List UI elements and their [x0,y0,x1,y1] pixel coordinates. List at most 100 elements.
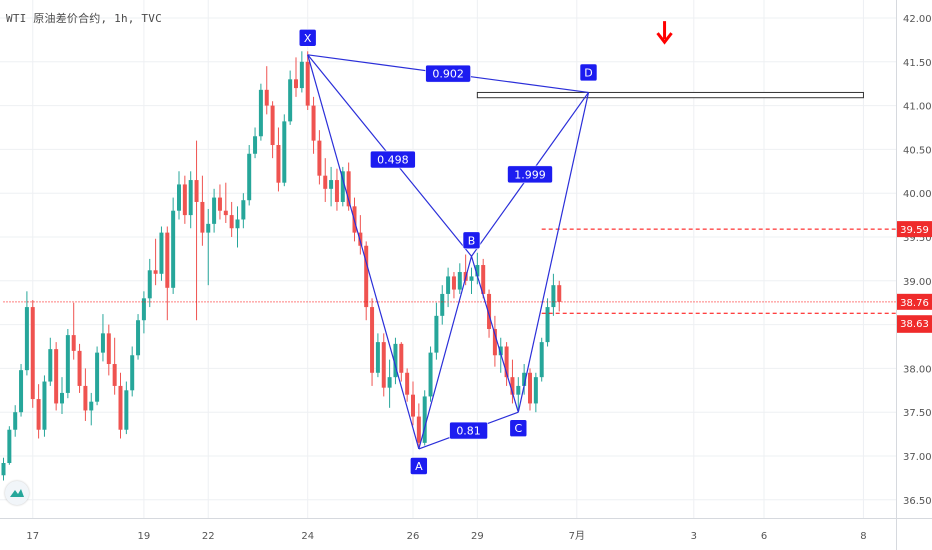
tradingview-logo-icon[interactable] [5,481,29,505]
x-tick-label: 24 [301,531,314,542]
candle-body [539,342,544,378]
ratio-label-bg [370,150,416,169]
candle-body [212,197,217,224]
ratio-label-bg [425,64,471,83]
candle-body [522,372,527,386]
y-tick-label: 36.50 [903,496,932,507]
candle-body [329,180,334,189]
arrow-down-icon [656,21,673,45]
candle-body [399,343,404,373]
candle-body [381,342,386,388]
candle-body [457,272,462,290]
candle-body [416,416,421,443]
candle-body [387,377,392,388]
candle-body [200,201,205,233]
candle-body [30,307,35,400]
candle-body [217,197,222,211]
x-tick-label: 22 [202,531,215,542]
candle-body [504,346,509,378]
ratio-label-text: 1.999 [514,168,546,181]
candle-body [159,232,164,274]
candle-body [516,385,521,395]
price-tag-lower-bg [897,315,932,332]
candle-body [340,171,345,202]
ratio-label: 0.498 [370,150,416,169]
candle-body [264,89,269,106]
candle-body [83,385,88,411]
candle-body [498,346,503,356]
candle-body [165,232,170,288]
candle-body [428,352,433,397]
candle-body [77,350,82,386]
candle-body [405,372,410,395]
pattern-point-d-bg [579,63,598,82]
x-tick-label: 29 [471,531,484,542]
pattern-point-b: B [462,231,481,250]
candle-body [475,265,480,277]
candle-body [171,210,176,288]
y-tick-label: 42.00 [903,14,932,25]
ratio-label: 0.81 [449,421,488,440]
pattern-leg-ab [418,256,473,450]
candle-body [510,377,515,395]
ratio-label-bg [507,165,553,184]
candle-body [36,399,41,430]
x-tick-label: 3 [691,531,697,542]
candle-body [258,89,263,137]
candle-body [48,349,53,382]
candle-body [54,349,59,404]
candle-body [323,175,328,189]
x-axis-labels: 17 19 22 24 26 29 7月 3 6 8 [26,530,866,542]
y-tick-label: 37.00 [903,452,932,463]
arrow-head [656,32,673,45]
candle-body [223,210,228,216]
pattern-point-b-bg [462,231,481,250]
price-tag-lower: 38.63 [897,315,932,332]
candle-body [71,335,76,351]
price-tag-upper-text: 39.59 [900,225,929,236]
candle-body [393,343,398,378]
potential-reversal-zone [476,91,864,99]
candle-body [440,293,445,316]
price-tag-current-bg [897,293,932,310]
candle-body [253,136,258,154]
price-tag-upper: 39.59 [897,221,932,238]
candle-body [422,396,427,443]
candle-body [545,307,550,343]
ratio-label-text: 0.902 [432,68,464,81]
candle-body [7,429,12,464]
candle-body [1,463,6,476]
candle-body [451,276,456,290]
y-tick-label: 41.00 [903,102,932,113]
candle-body [299,61,304,89]
candle-body [42,381,47,430]
ratio-label-bg [449,421,488,440]
candle-body [317,140,322,176]
x-tick-label: 26 [407,531,420,542]
candle-body [311,105,316,141]
candle-body [65,335,70,393]
candle-body [106,333,111,365]
candle-body [334,180,339,202]
candle-body [446,276,451,294]
pattern-point-c-bg [509,419,528,438]
candle-body [434,315,439,353]
ratio-label: 1.999 [507,165,553,184]
candle-body [112,364,117,386]
pattern-point-c: C [509,419,528,438]
harmonic-pattern [307,54,590,450]
candle-body [24,307,29,371]
candle-body [194,180,199,202]
pattern-point-c-text: C [514,422,522,435]
candle-body [206,223,211,233]
candle-body [551,285,556,308]
candle-body [130,355,135,391]
candle-body [147,270,152,299]
candle-body [282,121,287,183]
candle-body [141,298,146,321]
chart-title: WTI 原油差价合约, 1h, TVC [6,12,162,25]
candle-body [100,333,105,353]
candle-body [533,377,538,404]
